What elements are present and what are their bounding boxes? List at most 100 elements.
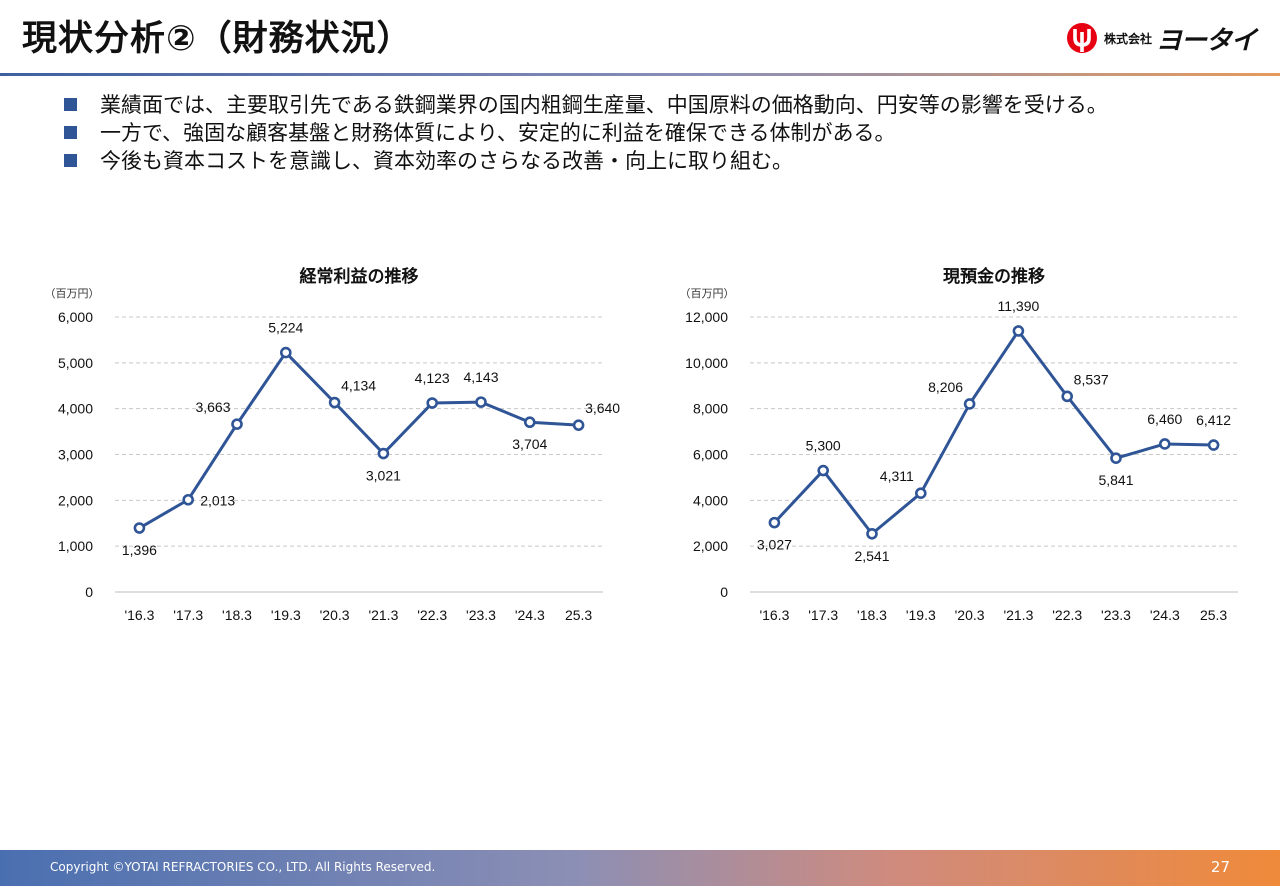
chart-1-data-point [1110, 452, 1122, 464]
chart-0-x-tick-label: '16.3 [124, 607, 154, 623]
bullet-item: 一方で、強固な顧客基盤と財務体質により、安定的に利益を確保できる体制がある。 [64, 118, 1108, 146]
chart-1-data-label: 3,027 [757, 537, 792, 553]
square-bullet-icon [64, 97, 77, 111]
chart-0-data-point [475, 396, 487, 408]
chart-1-x-tick-label: '17.3 [808, 607, 838, 623]
chart-1-x-tick-label: '22.3 [1052, 607, 1082, 623]
chart-0-series-line [138, 351, 579, 530]
chart-0-data-point [572, 419, 585, 431]
chart-0-x-tick-label: '21.3 [368, 607, 398, 623]
page-number: 27 [1210, 858, 1230, 876]
chart-1-data-label: 8,206 [928, 379, 963, 395]
chart-0-x-tick-label: '17.3 [173, 607, 203, 623]
bullet-item: 今後も資本コストを意識し、資本効率のさらなる改善・向上に取り組む。 [64, 146, 1108, 174]
page-title: 現状分析②（財務状況） [22, 19, 413, 59]
bullet-text: 今後も資本コストを意識し、資本効率のさらなる改善・向上に取り組む。 [100, 149, 793, 173]
chart-0-data-label: 4,134 [341, 378, 376, 394]
footer-bar: Copyright ©YOTAI REFRACTORIES CO., LTD. … [0, 850, 1280, 886]
chart-1-x-tick-label: '19.3 [906, 607, 936, 623]
chart-1-data-point [817, 464, 829, 477]
ordinary-profit-chart-svg: 経常利益の推移 （百万円） 0 1,000 2,000 3,000 4,000 5,000 6,… [45, 266, 621, 623]
title-divider [0, 73, 1280, 76]
chart-0-y-tick-label: 4,000 [58, 401, 93, 417]
chart-1-x-tick-label: 25.3 [1200, 607, 1227, 623]
chart-0-x-tick-label: '19.3 [271, 607, 301, 623]
chart-1-data-point [1012, 325, 1025, 337]
chart-0-x-tick-label: '20.3 [320, 607, 350, 623]
chart-1-data-label: 2,541 [854, 548, 889, 564]
chart-0-data-label: 1,396 [122, 542, 157, 558]
chart-0-x-tick-label: '18.3 [222, 607, 252, 623]
chart-0-data-point [328, 396, 341, 409]
chart-1-data-label: 5,841 [1098, 472, 1133, 488]
chart-0-data-point [133, 522, 146, 534]
logo-company-prefix: 株式会社 [1103, 31, 1152, 46]
chart-0-x-tick-label: '22.3 [417, 607, 447, 623]
chart-1-x-tick-label: '20.3 [955, 607, 985, 623]
chart-1-y-tick-label: 0 [720, 584, 728, 600]
bullet-item: 業績面では、主要取引先である鉄鋼業界の国内粗鋼生産量、中国原料の価格動向、円安等… [64, 90, 1108, 118]
chart-0-x-tick-label: '24.3 [515, 607, 545, 623]
chart-1-data-label: 6,412 [1196, 412, 1231, 428]
chart-0-x-tick-label: '23.3 [466, 607, 496, 623]
chart-1-x-tick-label: '21.3 [1003, 607, 1033, 623]
chart-0-data-label: 4,143 [463, 369, 498, 385]
chart-1-data-point [1207, 439, 1220, 451]
chart-0-data-point [279, 346, 292, 359]
chart-1-data-label: 6,460 [1147, 411, 1182, 427]
chart-1-x-tick-label: '18.3 [857, 607, 887, 623]
chart-1-y-tick-label: 10,000 [685, 355, 728, 371]
chart-1-y-tick-label: 12,000 [685, 309, 728, 325]
chart-0-data-label: 3,021 [366, 468, 401, 484]
chart-1-data-point [914, 487, 927, 500]
chart-0-data-label: 5,224 [268, 320, 303, 336]
chart-0-y-tick-label: 1,000 [58, 538, 93, 554]
cash-deposits-chart-svg: 現預金の推移 （百万円） 0 2,000 4,000 6,000 8,000 10,000 12… [680, 266, 1238, 623]
chart-1-data-point [768, 516, 781, 529]
chart-1-x-tick-label: '24.3 [1150, 607, 1180, 623]
chart-0-y-tick-label: 3,000 [58, 447, 93, 463]
chart-1-title: 現預金の推移 [943, 266, 1045, 287]
chart-1-data-label: 4,311 [880, 468, 914, 484]
chart-1-y-tick-label: 8,000 [693, 401, 728, 417]
logo-mark-icon [1066, 23, 1097, 53]
chart-0-data-point [523, 416, 536, 429]
ordinary-profit-chart: 経常利益の推移 （百万円） 0 1,000 2,000 3,000 4,000 5,000 6,… [0, 255, 621, 635]
chart-1-data-label: 5,300 [806, 438, 841, 454]
chart-1-y-tick-label: 4,000 [693, 492, 728, 508]
cash-deposits-chart: 現預金の推移 （百万円） 0 2,000 4,000 6,000 8,000 10,000 12… [635, 255, 1255, 635]
chart-1-data-point [1158, 438, 1171, 450]
chart-1-unit-label: （百万円） [680, 287, 735, 300]
copyright-text: Copyright ©YOTAI REFRACTORIES CO., LTD. … [50, 860, 436, 874]
chart-1-data-point [1061, 390, 1074, 403]
chart-1-data-point [963, 398, 976, 410]
chart-1-y-tick-label: 6,000 [693, 447, 728, 463]
chart-1-y-tick-label: 2,000 [693, 538, 728, 554]
chart-0-y-tick-label: 5,000 [58, 355, 93, 371]
chart-1-data-label: 11,390 [998, 298, 1040, 314]
chart-0-data-label: 2,013 [200, 493, 235, 509]
chart-0-y-tick-label: 0 [85, 584, 93, 600]
chart-1-x-tick-label: '16.3 [759, 607, 789, 623]
chart-0-y-tick-label: 6,000 [58, 309, 93, 325]
chart-1-data-label: 8,537 [1074, 371, 1109, 387]
chart-0-data-point [426, 397, 439, 409]
chart-0-data-point [182, 493, 194, 506]
chart-0-unit-label: （百万円） [45, 287, 100, 300]
square-bullet-icon [64, 125, 77, 139]
summary-bullets: 業績面では、主要取引先である鉄鋼業界の国内粗鋼生産量、中国原料の価格動向、円安等… [64, 90, 1108, 174]
chart-0-data-label: 3,640 [585, 400, 620, 416]
chart-0-y-tick-label: 2,000 [58, 492, 93, 508]
chart-0-data-label: 3,704 [512, 436, 547, 452]
chart-0-data-label: 3,663 [195, 399, 230, 415]
chart-0-x-tick-label: 25.3 [565, 607, 592, 623]
chart-0-data-point [231, 418, 243, 430]
company-logo: 株式会社 ヨータイ [1066, 20, 1257, 56]
chart-0-data-point [377, 447, 390, 460]
logo-company-name: ヨータイ [1155, 25, 1257, 56]
chart-0-data-label: 4,123 [415, 370, 450, 386]
chart-0-title: 経常利益の推移 [300, 266, 419, 287]
chart-1-data-point [866, 527, 878, 540]
bullet-text: 一方で、強固な顧客基盤と財務体質により、安定的に利益を確保できる体制がある。 [100, 121, 896, 145]
bullet-text: 業績面では、主要取引先である鉄鋼業界の国内粗鋼生産量、中国原料の価格動向、円安等… [100, 93, 1108, 117]
